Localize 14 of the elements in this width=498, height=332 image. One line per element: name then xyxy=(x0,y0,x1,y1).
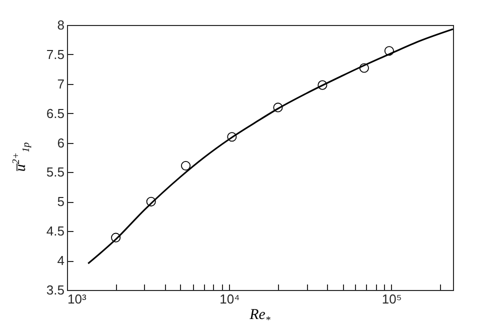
x-tick-label: 10⁵ xyxy=(382,292,402,306)
y-tick-label: 8 xyxy=(57,18,64,32)
y-tick-label: 6 xyxy=(57,135,64,150)
y-tick-label: 5.5 xyxy=(46,164,64,180)
y-tick-label: 4.5 xyxy=(46,224,64,239)
y-tick-label: 7.5 xyxy=(46,46,64,62)
x-tick-label: 10⁴ xyxy=(220,292,240,306)
y-tick-label: 7 xyxy=(57,76,64,92)
y-tick-label: 3.5 xyxy=(46,282,64,298)
y-tick-label: 6.5 xyxy=(46,106,64,121)
x-axis-title: Re$_{*}$ xyxy=(250,307,270,326)
x-tick-label: 10³ xyxy=(68,292,87,306)
y-tick-label: 5 xyxy=(57,194,64,210)
y-tick-label: 4 xyxy=(57,253,64,268)
